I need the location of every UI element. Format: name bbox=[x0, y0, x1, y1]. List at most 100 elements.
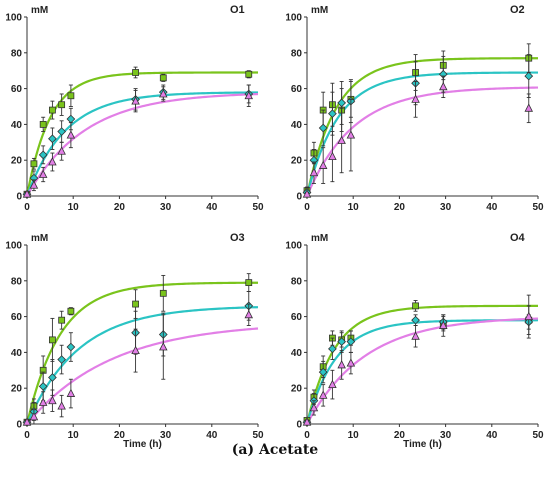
x-tick-label: 50 bbox=[252, 202, 264, 213]
series-2-fit-curve bbox=[305, 71, 538, 197]
series-3-point bbox=[29, 180, 39, 189]
y-tick-label: 0 bbox=[16, 192, 22, 203]
series-1-point bbox=[58, 316, 66, 324]
series-2-point bbox=[57, 127, 67, 136]
y-tick-label: 20 bbox=[11, 384, 23, 395]
series-2-point bbox=[38, 382, 48, 391]
y-axis-unit-label: mM bbox=[311, 5, 328, 16]
y-tick-label: 60 bbox=[11, 84, 23, 95]
chart-panel-o4: 0 20 40 60 80 100 0 10 20 30 40 50 mM O4 Time (h) bbox=[285, 232, 544, 450]
y-tick-label: 80 bbox=[291, 48, 303, 59]
x-tick-label: 40 bbox=[486, 430, 498, 441]
x-tick-label: 10 bbox=[68, 202, 80, 213]
panel-title: O1 bbox=[230, 4, 245, 16]
y-tick-label: 100 bbox=[5, 13, 22, 24]
series-3-point bbox=[38, 397, 48, 406]
series-2-point bbox=[66, 114, 76, 124]
x-tick-label: 20 bbox=[114, 430, 126, 441]
y-tick-label: 60 bbox=[291, 84, 303, 95]
series-1-fit-curve bbox=[25, 281, 259, 425]
series-2-point bbox=[524, 71, 534, 81]
x-tick-label: 0 bbox=[304, 202, 310, 213]
y-tick-label: 0 bbox=[296, 192, 302, 203]
y-tick-label: 100 bbox=[285, 13, 302, 24]
x-tick-label: 0 bbox=[304, 430, 310, 441]
series-3-point bbox=[302, 417, 312, 426]
series-3-point bbox=[318, 160, 328, 169]
series-1-point bbox=[67, 307, 75, 315]
series-2-fit-curve bbox=[25, 91, 259, 197]
series-2-point bbox=[318, 123, 328, 133]
x-tick-label: 50 bbox=[252, 430, 264, 441]
series-3-point bbox=[309, 403, 319, 412]
series-1-point bbox=[49, 336, 56, 344]
y-tick-label: 60 bbox=[291, 312, 303, 323]
series-1-point bbox=[132, 300, 139, 308]
series-3-point bbox=[66, 130, 76, 139]
x-tick-label: 30 bbox=[160, 430, 172, 441]
x-tick-label: 50 bbox=[532, 430, 544, 441]
y-tick-label: 80 bbox=[11, 48, 23, 59]
x-axis-label: Time (h) bbox=[123, 439, 162, 450]
x-tick-label: 40 bbox=[486, 202, 498, 213]
y-tick-label: 60 bbox=[11, 312, 23, 323]
panel-title: O3 bbox=[230, 232, 245, 244]
series-3-point bbox=[337, 135, 346, 144]
chart-panel-o2: 0 20 40 60 80 100 0 10 20 30 40 50 mM O2 bbox=[285, 4, 544, 213]
x-tick-label: 0 bbox=[24, 202, 30, 213]
series-1-fit-curve bbox=[305, 57, 538, 197]
y-tick-label: 80 bbox=[291, 276, 303, 287]
series-3-point bbox=[524, 103, 534, 112]
chart-panel-o3: 0 20 40 60 80 100 0 10 20 30 40 50 mM O3 Time (h) bbox=[5, 232, 264, 450]
x-tick-label: 10 bbox=[348, 202, 360, 213]
series-1-point bbox=[245, 70, 253, 78]
y-tick-label: 40 bbox=[11, 348, 23, 359]
chart-panel-o1: 0 20 40 60 80 100 0 10 20 30 40 50 mM O1 bbox=[5, 4, 264, 213]
series-1-fit-curve bbox=[305, 304, 539, 425]
series-3-point bbox=[302, 189, 312, 198]
series-3-point bbox=[57, 401, 66, 410]
x-tick-label: 50 bbox=[532, 202, 544, 213]
y-tick-label: 0 bbox=[296, 420, 302, 431]
series-3-point bbox=[22, 417, 32, 426]
y-tick-label: 100 bbox=[5, 241, 22, 252]
x-tick-label: 10 bbox=[348, 430, 360, 441]
series-1-point bbox=[245, 279, 253, 286]
series-3-point bbox=[524, 311, 534, 321]
series-1-fit-curve bbox=[25, 71, 258, 197]
x-tick-label: 10 bbox=[68, 430, 80, 441]
series-2-point bbox=[48, 373, 57, 382]
series-2-point bbox=[48, 134, 57, 144]
series-2-fit-curve bbox=[25, 306, 259, 425]
series-1-point bbox=[30, 160, 38, 168]
x-tick-label: 20 bbox=[394, 430, 406, 441]
y-tick-label: 80 bbox=[11, 276, 23, 287]
series-3-fit-curve bbox=[305, 86, 539, 197]
y-tick-label: 20 bbox=[291, 384, 303, 395]
series-3-fit-curve bbox=[26, 327, 259, 425]
series-3-point bbox=[29, 411, 39, 421]
y-tick-label: 0 bbox=[16, 420, 22, 431]
series-3-point bbox=[328, 151, 337, 161]
series-3-point bbox=[439, 320, 448, 329]
series-1-point bbox=[58, 101, 66, 109]
series-3-point bbox=[159, 89, 168, 98]
series-3-point bbox=[38, 169, 48, 178]
series-2-point bbox=[318, 367, 328, 377]
series-3-point bbox=[439, 81, 448, 91]
x-tick-label: 30 bbox=[440, 430, 452, 441]
series-1-point bbox=[49, 106, 56, 114]
series-3-point bbox=[309, 167, 319, 177]
figure-caption: (a) Acetate bbox=[231, 442, 319, 458]
x-tick-label: 0 bbox=[24, 430, 30, 441]
series-1-point bbox=[132, 69, 139, 76]
y-tick-label: 40 bbox=[291, 348, 303, 359]
series-3-point bbox=[337, 360, 346, 369]
series-2-point bbox=[337, 337, 347, 347]
y-tick-label: 40 bbox=[11, 120, 23, 131]
series-1-point bbox=[67, 92, 75, 100]
series-3-point bbox=[346, 130, 356, 139]
x-axis-label: Time (h) bbox=[403, 439, 442, 450]
y-tick-label: 20 bbox=[11, 156, 23, 167]
